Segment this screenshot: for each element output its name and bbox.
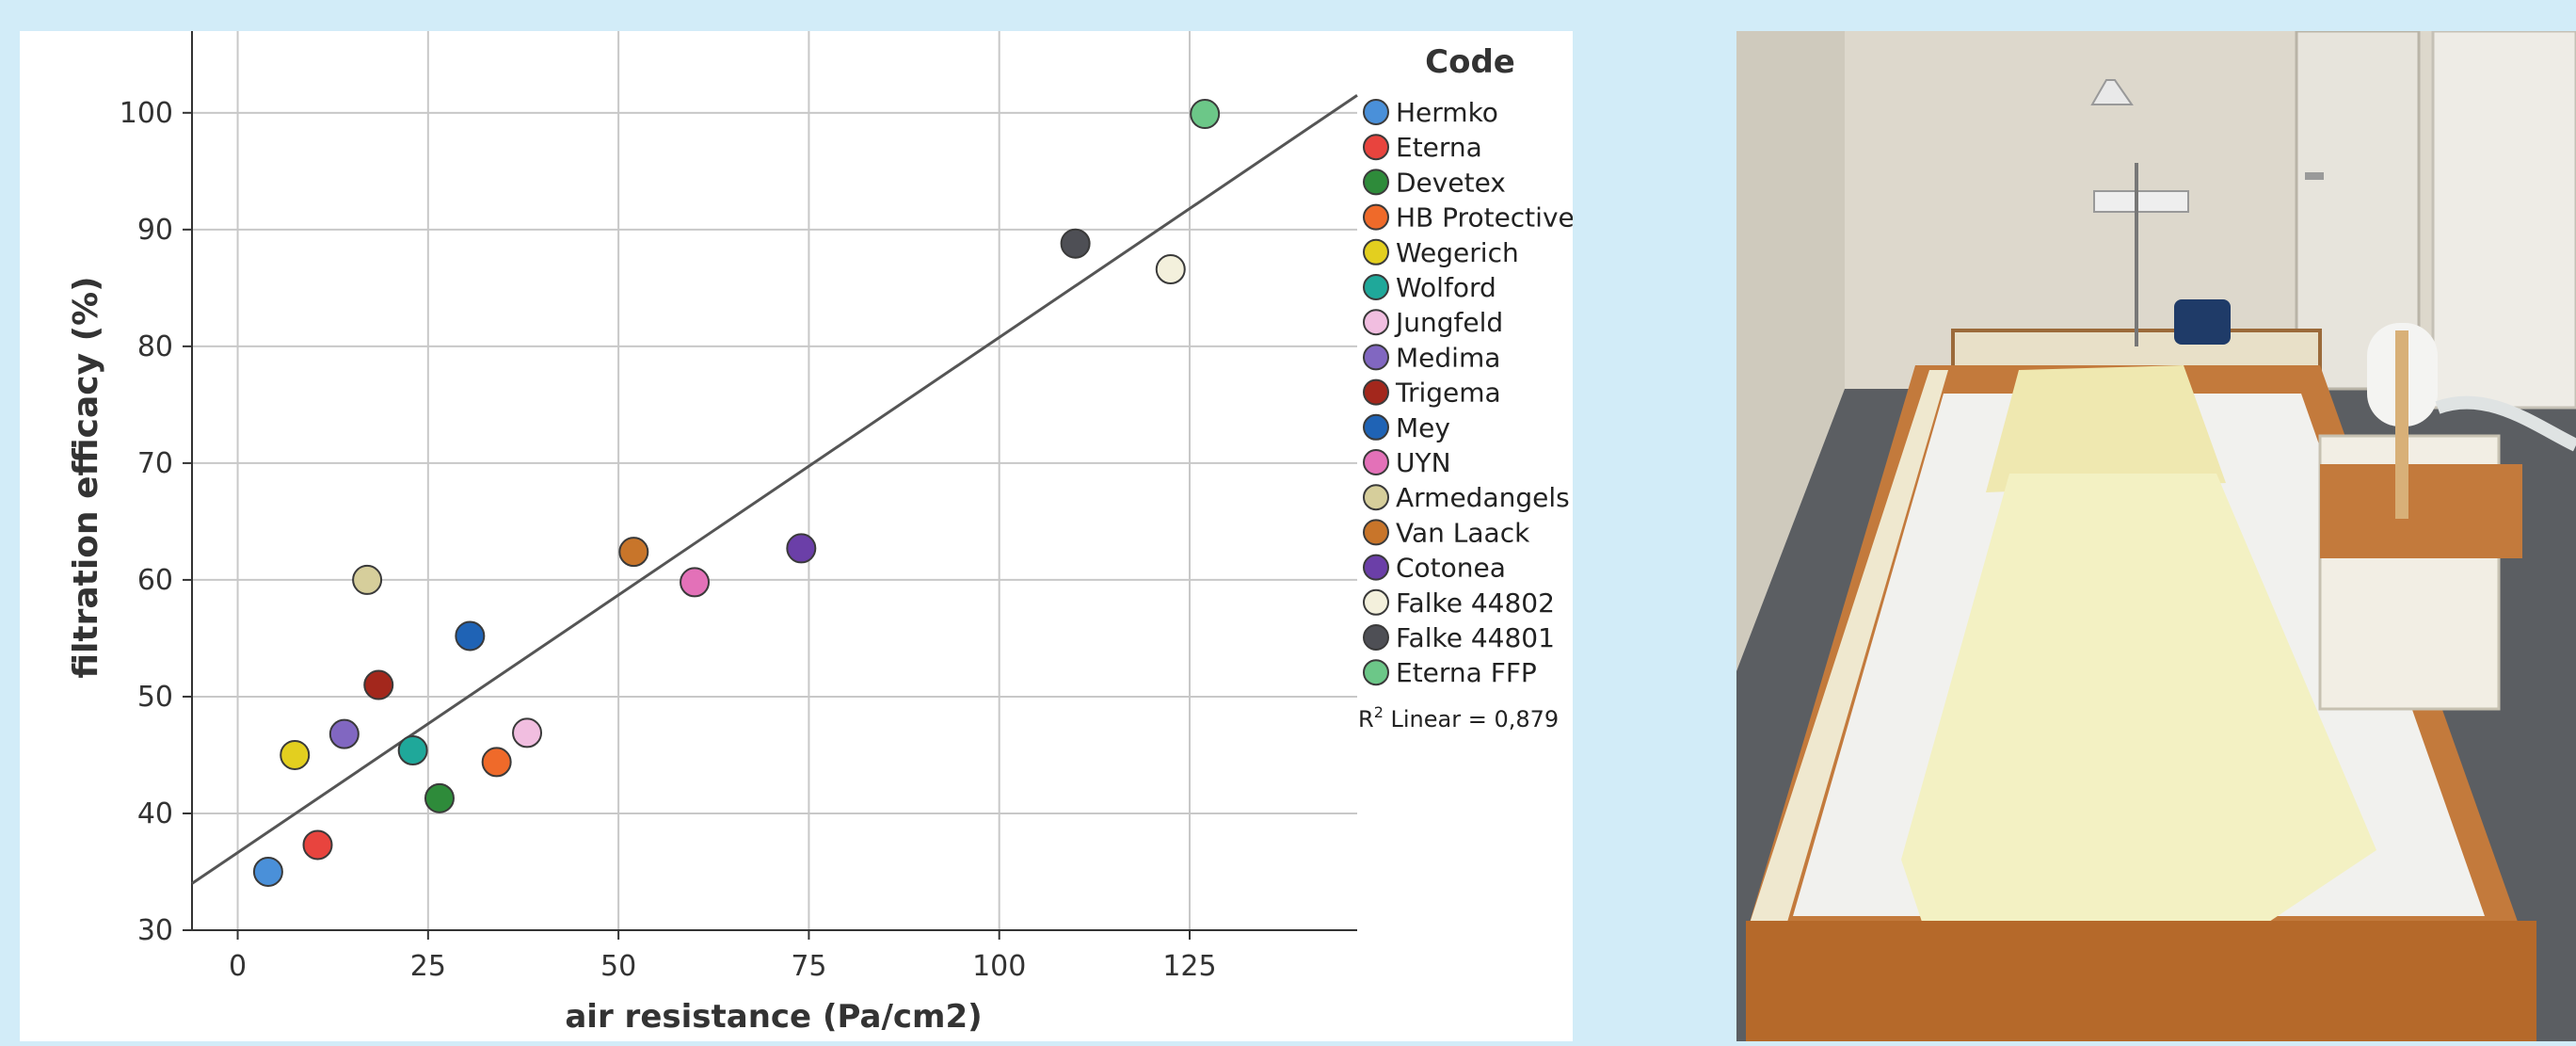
- legend-label-trigema: Trigema: [1395, 378, 1501, 409]
- y-tick-label: 70: [137, 447, 173, 480]
- photo-footboard: [1746, 921, 2536, 1041]
- legend-label-medima: Medima: [1396, 342, 1500, 373]
- legend-label-armedangels: Armedangels: [1396, 482, 1570, 513]
- legend-marker-mey: [1363, 413, 1389, 441]
- legend-title: Code: [1425, 43, 1515, 81]
- data-point-hb-protective: [481, 747, 512, 778]
- legend-marker-trigema: [1363, 378, 1389, 406]
- fit-label-rest: Linear = 0,879: [1384, 706, 1559, 732]
- data-point-medima: [328, 718, 360, 749]
- photo-pillow: [1986, 365, 2226, 492]
- data-point-eterna: [302, 829, 333, 861]
- data-point-wegerich: [280, 739, 311, 770]
- data-point-wolford: [397, 735, 428, 765]
- legend-label-hb-protective: HB Protective: [1396, 202, 1573, 233]
- data-point-mey: [455, 620, 486, 652]
- photo-wooden-board: [2395, 330, 2408, 519]
- y-tick-label: 30: [137, 914, 173, 947]
- fit-label-r: R: [1358, 706, 1374, 732]
- photo-duvet: [1901, 474, 2376, 930]
- photo-wardrobe: [2431, 31, 2576, 410]
- photo-breathing-tube: [2435, 395, 2576, 452]
- data-point-falke-44801: [1060, 228, 1091, 259]
- x-tick-label: 100: [972, 950, 1026, 983]
- photo-left-wall: [1736, 31, 1845, 671]
- legend-marker-wegerich: [1363, 238, 1389, 266]
- legend-label-falke-44802: Falke 44802: [1396, 587, 1555, 619]
- photo-pump-device: [2174, 299, 2231, 345]
- legend-label-jungfeld: Jungfeld: [1394, 307, 1503, 338]
- photo-panel: [1736, 31, 2576, 1041]
- photo-bed-rail: [1746, 370, 1948, 935]
- data-point-devetex: [424, 782, 455, 813]
- legend-marker-hb-protective: [1363, 203, 1389, 231]
- legend-label-cotonea: Cotonea: [1396, 553, 1506, 584]
- x-tick-label: 125: [1162, 950, 1216, 983]
- legend-label-wolford: Wolford: [1396, 272, 1496, 303]
- bed-mannequin-photo: [1736, 31, 2576, 1041]
- data-point-cotonea: [786, 533, 817, 564]
- photo-power-outlets: [2093, 190, 2189, 213]
- axes: [183, 31, 1357, 940]
- legend-label-hermko: Hermko: [1396, 97, 1498, 128]
- fit-r2-label: R2 Linear = 0,879: [1358, 703, 1559, 732]
- legend-marker-devetex: [1363, 169, 1389, 196]
- photo-wall-lamp: [2090, 79, 2134, 105]
- scatter-chart: 0 25 50 75 100 125 30 40 50 60 70 80 90 100 air resi…: [67, 31, 1575, 1036]
- legend-label-eterna-ffp: Eterna FFP: [1396, 657, 1537, 688]
- x-tick-labels: 0 25 50 75 100 125: [229, 950, 1217, 983]
- photo-door-handle: [2305, 172, 2324, 180]
- y-tick-labels: 30 40 50 60 70 80 90 100: [120, 97, 173, 947]
- legend-label-mey: Mey: [1396, 412, 1450, 443]
- data-point-hermko: [252, 856, 283, 887]
- legend-marker-falke-44801: [1363, 624, 1389, 651]
- data-point-van-laack: [618, 537, 649, 568]
- legend-label-wegerich: Wegerich: [1396, 237, 1519, 268]
- fit-line-group: [191, 93, 1358, 885]
- x-axis-label: air resistance (Pa/cm2): [565, 998, 982, 1036]
- data-point-uyn: [680, 567, 711, 598]
- x-tick-label: 75: [791, 950, 826, 983]
- data-point-eterna-ffp: [1190, 99, 1221, 130]
- y-tick-label: 90: [137, 214, 173, 247]
- x-tick-label: 50: [600, 950, 636, 983]
- legend-marker-cotonea: [1363, 554, 1389, 581]
- fit-label-sup: 2: [1374, 703, 1384, 721]
- legend-marker-jungfeld: [1363, 309, 1389, 336]
- y-tick-label: 40: [137, 797, 173, 830]
- data-point-trigema: [363, 669, 394, 700]
- legend: Hermko Eterna Devetex HB Protective Wegerich…: [1363, 97, 1575, 688]
- legend-marker-eterna: [1363, 134, 1389, 161]
- x-tick-label: 25: [410, 950, 446, 983]
- legend-marker-eterna-ffp: [1363, 659, 1389, 686]
- y-tick-label: 80: [137, 330, 173, 363]
- x-tick-label: 0: [229, 950, 247, 983]
- y-tick-label: 60: [137, 564, 173, 597]
- data-point-jungfeld: [512, 717, 543, 748]
- photo-nightstand-top: [2320, 464, 2522, 558]
- legend-marker-uyn: [1363, 449, 1389, 475]
- legend-label-van-laack: Van Laack: [1396, 517, 1530, 548]
- legend-label-uyn: UYN: [1396, 447, 1451, 478]
- data-points: [252, 99, 1221, 887]
- legend-marker-hermko: [1363, 99, 1389, 125]
- y-tick-label: 50: [137, 681, 173, 714]
- legend-marker-van-laack: [1363, 519, 1389, 546]
- legend-marker-armedangels: [1363, 484, 1389, 511]
- data-point-falke-44802: [1155, 254, 1186, 285]
- chart-panel: 0 25 50 75 100 125 30 40 50 60 70 80 90 100 air resi…: [20, 31, 1575, 1041]
- legend-marker-wolford: [1363, 274, 1389, 300]
- legend-label-devetex: Devetex: [1396, 167, 1506, 198]
- fit-line: [191, 93, 1358, 885]
- grid-lines: [192, 31, 1357, 931]
- data-point-armedangels: [352, 564, 383, 595]
- y-tick-label: 100: [120, 97, 173, 130]
- legend-marker-medima: [1363, 344, 1389, 371]
- y-axis-label: filtration efficacy (%): [67, 276, 105, 678]
- legend-marker-falke-44802: [1363, 588, 1389, 616]
- legend-label-falke-44801: Falke 44801: [1396, 622, 1555, 653]
- legend-label-eterna: Eterna: [1396, 132, 1482, 163]
